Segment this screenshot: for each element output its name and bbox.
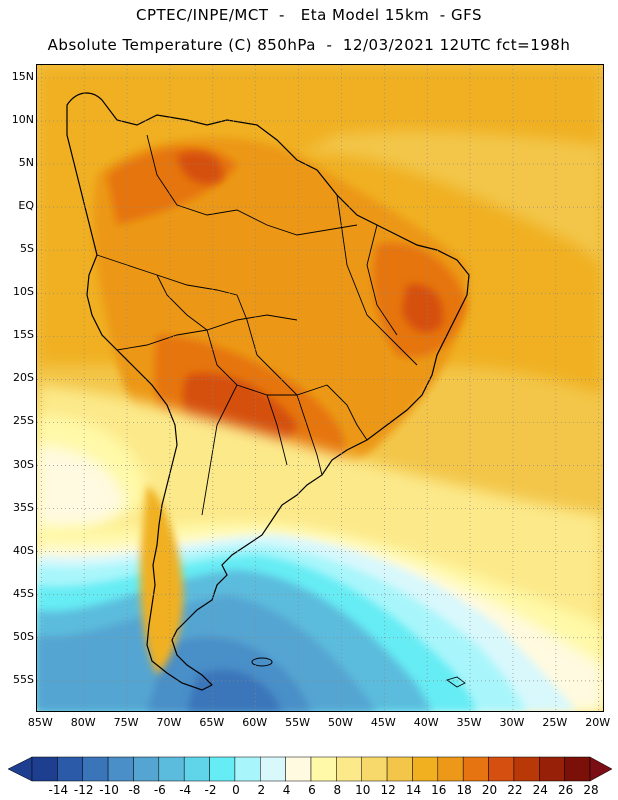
country-borders bbox=[96, 134, 418, 516]
colorbar-extend-high bbox=[589, 756, 613, 782]
colorbar-box bbox=[412, 756, 439, 782]
colorbar-label: 10 bbox=[355, 783, 371, 797]
lon-label: 50W bbox=[328, 716, 353, 729]
lat-label: 45S bbox=[13, 586, 34, 600]
colorbar-box bbox=[310, 756, 337, 782]
field-8-west bbox=[37, 445, 127, 535]
colorbar-box bbox=[513, 756, 540, 782]
lat-label: 50S bbox=[13, 629, 34, 643]
colorbar-box bbox=[107, 756, 134, 782]
lon-label: 75W bbox=[113, 716, 139, 729]
colorbar-box bbox=[82, 756, 109, 782]
colorbar-box bbox=[437, 756, 464, 782]
lon-label: 65W bbox=[199, 716, 225, 729]
map-canvas bbox=[37, 65, 603, 711]
colorbar-label: 8 bbox=[333, 783, 342, 797]
lon-label: 80W bbox=[70, 716, 96, 729]
colorbar-label: -14 bbox=[48, 783, 69, 797]
south-georgia bbox=[446, 676, 466, 688]
colorbar-label: 18 bbox=[456, 783, 472, 797]
lat-label: 5S bbox=[20, 242, 34, 256]
colorbar-label: -12 bbox=[73, 783, 94, 797]
colorbar-label: 6 bbox=[308, 783, 316, 797]
colorbar-box bbox=[386, 756, 413, 782]
lat-label: 35S bbox=[13, 500, 34, 514]
coastline bbox=[66, 92, 470, 691]
colorbar-label: -10 bbox=[99, 783, 119, 797]
field-16-atlantic bbox=[297, 130, 603, 265]
colorbar-box bbox=[260, 756, 286, 782]
lon-label: 30W bbox=[499, 716, 525, 729]
lon-label: 70W bbox=[156, 716, 182, 729]
colorbar-extend-low bbox=[7, 756, 33, 782]
falkland-islands bbox=[251, 657, 273, 667]
lat-label: 30S bbox=[13, 457, 34, 471]
colorbar-label: 2 bbox=[257, 783, 266, 797]
colorbar-label: 20 bbox=[481, 783, 498, 797]
colorbar-box bbox=[31, 756, 58, 782]
lat-label: 15N bbox=[11, 69, 34, 83]
lon-label: 85W bbox=[27, 716, 53, 729]
colorbar-label: 22 bbox=[507, 783, 523, 797]
colorbar-box bbox=[183, 756, 210, 782]
colorbar-label: -2 bbox=[204, 783, 217, 797]
lat-label: 25S bbox=[13, 414, 34, 428]
colorbar-label: 12 bbox=[380, 783, 396, 797]
lat-label: EQ bbox=[18, 199, 34, 213]
lat-label: 10N bbox=[11, 112, 34, 126]
lon-label: 45W bbox=[370, 716, 396, 729]
colorbar-label: 28 bbox=[583, 783, 599, 797]
lat-label: 20S bbox=[13, 371, 34, 385]
field-22-venezuela bbox=[177, 151, 223, 184]
colorbar-box bbox=[209, 756, 236, 782]
lon-label: 25W bbox=[542, 716, 568, 729]
lon-label: 60W bbox=[242, 716, 268, 729]
temperature-map bbox=[36, 64, 604, 712]
colorbar-label: 4 bbox=[282, 783, 291, 797]
colorbar-box bbox=[564, 756, 591, 782]
title-line-1: CPTEC/INPE/MCT - Eta Model 15km - GFS bbox=[136, 6, 482, 24]
colorbar-label: -8 bbox=[128, 783, 141, 797]
colorbar-box bbox=[133, 756, 160, 782]
colorbar-box bbox=[336, 756, 362, 782]
field-andes-tongue bbox=[140, 485, 184, 675]
colorbar-box bbox=[539, 756, 565, 782]
colorbar-label: 16 bbox=[431, 783, 447, 797]
colorbar-label: -6 bbox=[153, 783, 166, 797]
colorbar bbox=[7, 756, 613, 782]
colorbar-box bbox=[462, 756, 489, 782]
colorbar-box bbox=[361, 756, 388, 782]
temperature-field bbox=[37, 65, 603, 711]
lat-label: 40S bbox=[13, 543, 34, 557]
colorbar-label: 24 bbox=[532, 783, 548, 797]
colorbar-label: -4 bbox=[179, 783, 192, 797]
lon-label: 35W bbox=[456, 716, 482, 729]
lat-label: 15S bbox=[13, 328, 34, 342]
colorbar-box bbox=[488, 756, 515, 782]
lon-label: 40W bbox=[413, 716, 439, 729]
colorbar-box bbox=[285, 756, 312, 782]
field-minus6 bbox=[187, 669, 282, 711]
colorbar-label: 14 bbox=[405, 783, 422, 797]
colorbar-box bbox=[158, 756, 185, 782]
lat-label: 5N bbox=[18, 156, 34, 170]
lat-label: 55S bbox=[13, 672, 34, 686]
colorbar-label: 0 bbox=[232, 783, 240, 797]
title-line-2: Absolute Temperature (C) 850hPa - 12/03/… bbox=[47, 36, 571, 54]
field-22-northeast bbox=[402, 284, 443, 333]
colorbar-label: 26 bbox=[557, 783, 574, 797]
lat-label: 10S bbox=[13, 285, 34, 299]
lon-label: 55W bbox=[285, 716, 310, 729]
colorbar-box bbox=[234, 756, 261, 782]
colorbar-box bbox=[57, 756, 83, 782]
lon-label: 20W bbox=[585, 716, 611, 729]
